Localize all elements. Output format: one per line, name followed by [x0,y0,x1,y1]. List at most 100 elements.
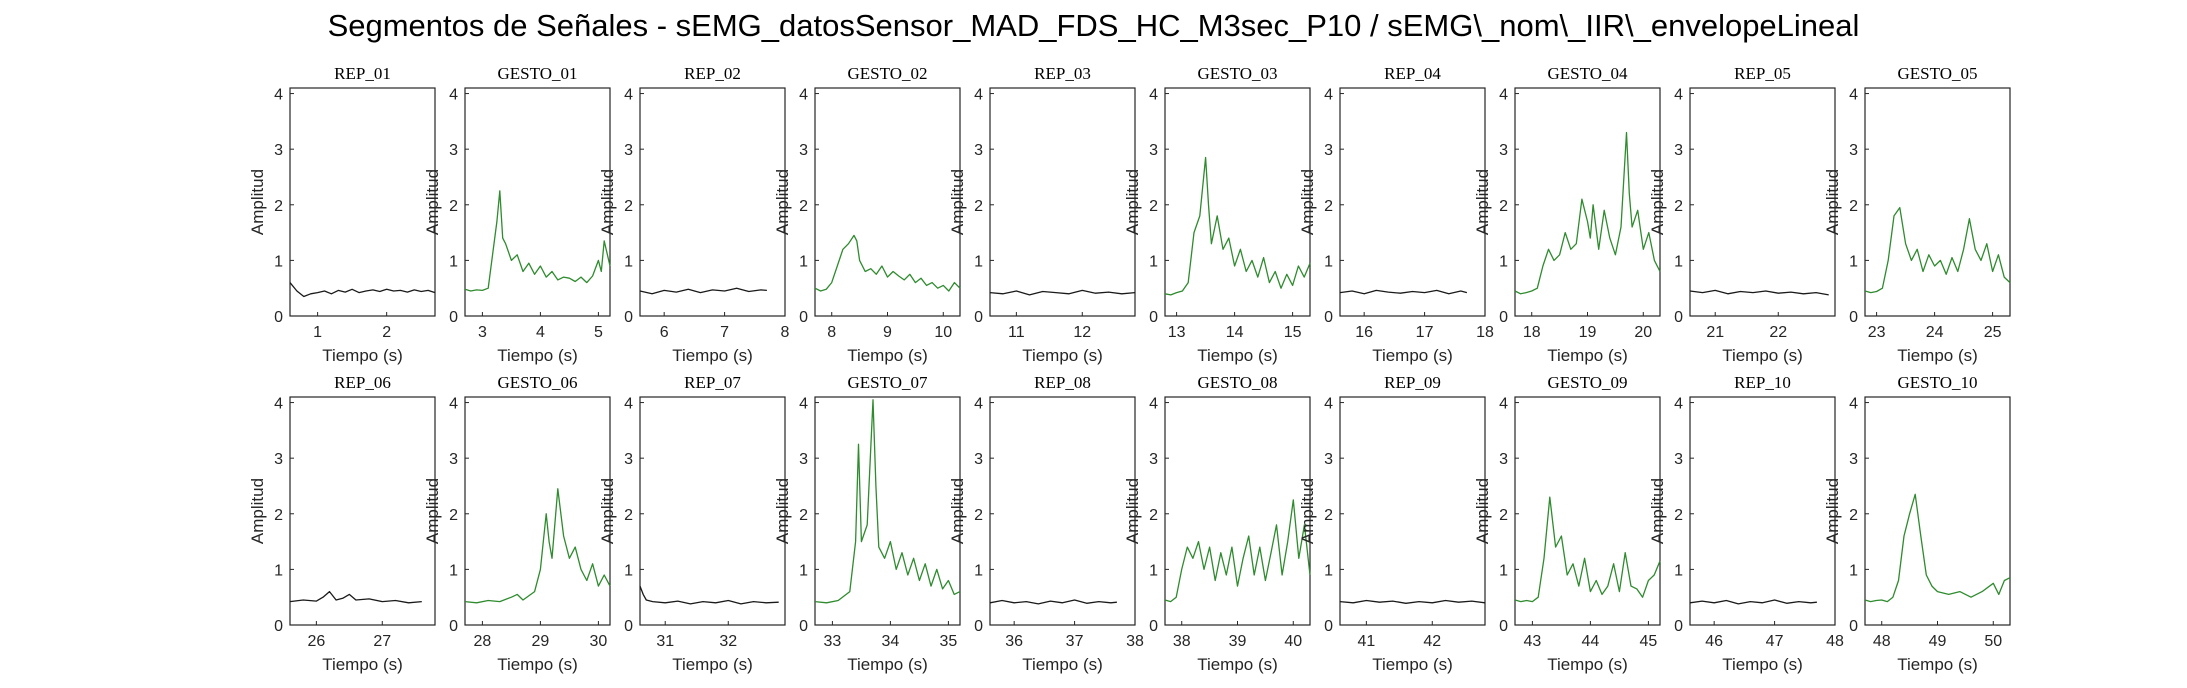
y-tick-label: 1 [974,253,983,270]
x-tick-label: 35 [940,633,958,650]
y-tick-label: 3 [624,451,633,468]
signal-line [1164,156,1311,296]
y-tick-label: 2 [1674,198,1683,215]
y-axis-label: Amplitud [423,169,442,235]
subplot: REP_10 0 1 2 3 4 46 47 48 Tiempo (s) Amplitud [1648,373,1844,674]
y-axis-label: Amplitud [1473,478,1492,544]
figure-title: Segmentos de Señales - sEMG_datosSensor_… [327,8,1860,43]
x-axis-label: Tiempo (s) [1722,346,1803,365]
y-tick-label: 2 [1324,507,1333,524]
y-tick-label: 0 [1674,309,1683,326]
x-tick-label: 50 [1984,633,2002,650]
x-tick-label: 1 [313,324,322,341]
x-tick-label: 11 [1008,324,1025,341]
x-tick-label: 40 [1284,633,1302,650]
subplot-title: GESTO_02 [848,64,928,83]
y-axis-label: Amplitud [1648,169,1667,235]
signal-line [464,488,611,604]
x-tick-label: 19 [1579,324,1597,341]
signal-line [1339,599,1486,604]
subplot: GESTO_06 0 1 2 3 4 28 29 30 Tiempo (s) Amplitud [423,373,611,674]
axes-box [1514,87,1661,317]
signal-line [814,399,961,604]
subplot-title: GESTO_04 [1548,64,1628,83]
signal-line [989,599,1117,605]
y-tick-label: 4 [974,87,983,104]
x-tick-label: 3 [478,324,487,341]
y-tick-label: 2 [1849,507,1858,524]
x-tick-label: 18 [1523,324,1541,341]
signal-line [464,190,611,292]
signal-line [1689,599,1817,605]
x-axis-label: Tiempo (s) [847,655,928,674]
x-axis-label: Tiempo (s) [1022,655,1103,674]
y-tick-label: 3 [1674,451,1683,468]
y-axis-label: Amplitud [948,478,967,544]
x-tick-label: 34 [882,633,900,650]
y-tick-label: 2 [449,507,458,524]
axes-box [814,87,961,317]
subplot-title: GESTO_05 [1898,64,1978,83]
y-tick-label: 2 [1849,198,1858,215]
x-axis-label: Tiempo (s) [1547,655,1628,674]
x-tick-label: 45 [1640,633,1658,650]
subplot: REP_08 0 1 2 3 4 36 37 38 Tiempo (s) Amplitud [948,373,1144,674]
x-axis-label: Tiempo (s) [672,346,753,365]
x-axis-label: Tiempo (s) [1547,346,1628,365]
x-tick-label: 39 [1229,633,1247,650]
x-tick-label: 38 [1173,633,1191,650]
signal-line [639,585,779,605]
y-tick-label: 2 [274,198,283,215]
y-tick-label: 2 [974,507,983,524]
subplot-title: REP_08 [1034,373,1091,392]
y-axis-label: Amplitud [1298,169,1317,235]
y-tick-label: 0 [1849,618,1858,635]
y-tick-label: 3 [1149,451,1158,468]
signal-line [289,282,436,298]
subplot: REP_07 0 1 2 3 4 31 32 Tiempo (s) Amplitud [598,373,786,674]
y-tick-label: 4 [974,396,983,413]
subplot-title: REP_10 [1734,373,1791,392]
x-tick-label: 42 [1423,633,1441,650]
y-tick-label: 0 [624,309,633,326]
x-tick-label: 28 [474,633,492,650]
y-tick-label: 4 [1849,396,1858,413]
y-tick-label: 3 [1149,142,1158,159]
y-tick-label: 3 [799,142,808,159]
signal-line [289,590,422,604]
axes-box [639,396,786,626]
subplot-title: GESTO_03 [1198,64,1278,83]
y-tick-label: 0 [624,618,633,635]
subplot-title: REP_06 [334,373,391,392]
y-tick-label: 4 [624,87,633,104]
x-axis-label: Tiempo (s) [1897,346,1978,365]
subplot-title: GESTO_07 [848,373,928,392]
y-tick-label: 4 [1499,87,1508,104]
signal-line [639,287,767,295]
y-tick-label: 3 [974,451,983,468]
x-tick-label: 32 [719,633,737,650]
subplot-title: REP_02 [684,64,741,83]
y-tick-label: 1 [274,562,283,579]
x-tick-label: 2 [382,324,391,341]
y-tick-label: 3 [1324,142,1333,159]
y-tick-label: 1 [799,253,808,270]
axes-box [989,87,1136,317]
x-tick-label: 17 [1416,324,1434,341]
y-tick-label: 2 [799,198,808,215]
y-tick-label: 3 [449,451,458,468]
axes-box [1339,87,1486,317]
y-tick-label: 1 [449,562,458,579]
y-tick-label: 1 [1674,562,1683,579]
x-tick-label: 41 [1357,633,1375,650]
y-axis-label: Amplitud [248,478,267,544]
signal-line [1164,499,1311,603]
x-axis-label: Tiempo (s) [497,346,578,365]
axes-box [1689,396,1836,626]
y-tick-label: 3 [1499,451,1508,468]
subplot: REP_04 0 1 2 3 4 16 17 18 Tiempo (s) Amplitud [1298,64,1494,365]
x-tick-label: 9 [883,324,892,341]
y-tick-label: 3 [799,451,808,468]
x-axis-label: Tiempo (s) [1897,655,1978,674]
